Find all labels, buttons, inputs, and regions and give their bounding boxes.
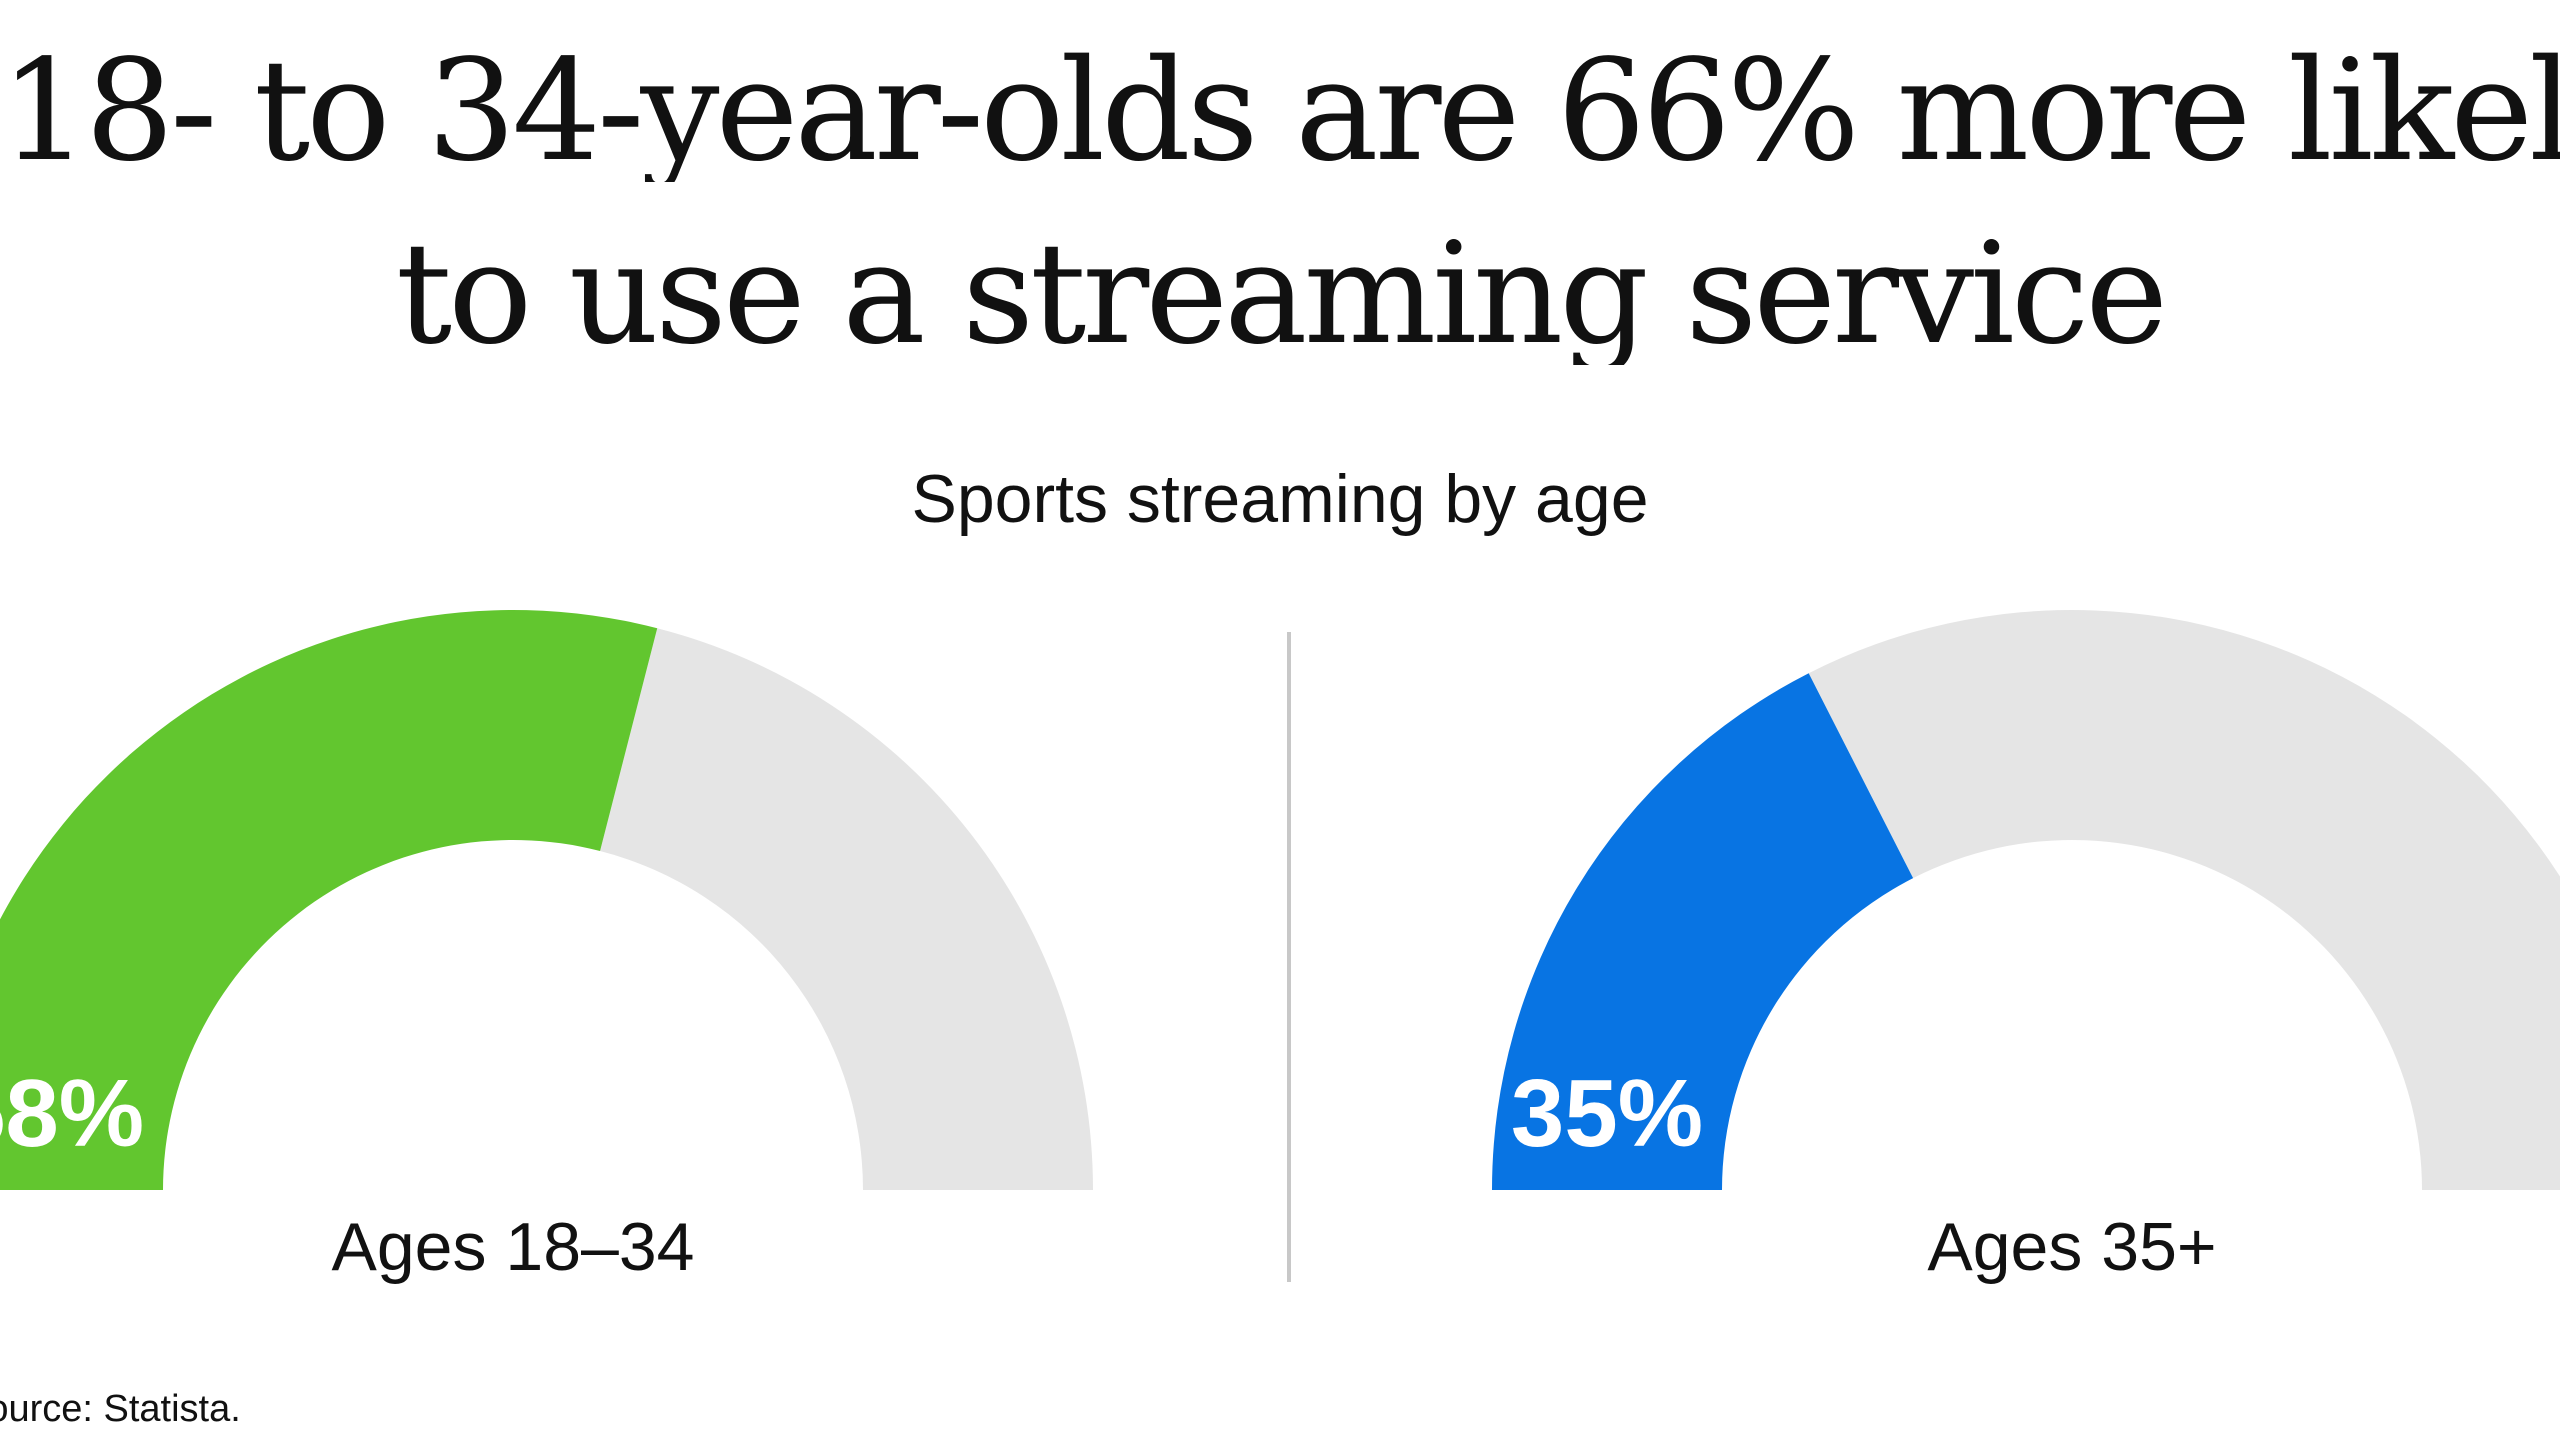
gauge-category-label: Ages 35+	[1927, 1209, 2216, 1285]
gauge-value-label: 35%	[1511, 1060, 1703, 1167]
gauge-track	[1808, 610, 2560, 1190]
chart-subtitle: Sports streaming by age	[911, 461, 1649, 537]
source-note: Source: Statista.	[0, 1388, 241, 1430]
gauge-value-arc	[1492, 673, 1914, 1190]
headline-line-1: 18- to 34-year-olds are 66% more likely	[0, 42, 2560, 182]
gauge-value-label: 58%	[0, 1060, 144, 1167]
gauge-value-arc	[0, 610, 658, 1190]
divider	[1287, 632, 1291, 1282]
gauge-track	[600, 628, 1093, 1190]
gauge-category-label: Ages 18–34	[332, 1209, 695, 1285]
headline-line-2: to use a streaming service	[395, 225, 2168, 365]
